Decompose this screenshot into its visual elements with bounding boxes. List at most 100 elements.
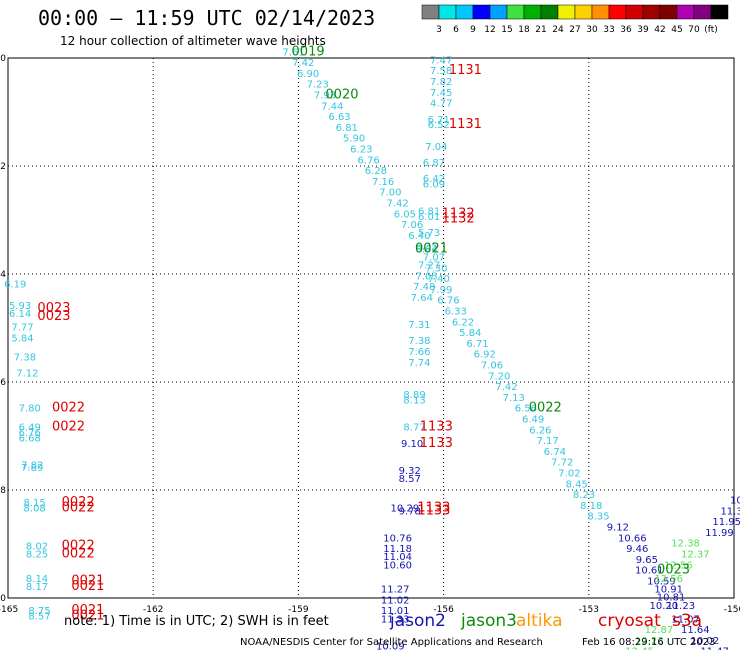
wave-height-label: 7.40	[428, 274, 450, 285]
wave-height-label: 8.15	[23, 498, 45, 509]
wave-height-label: 7.17	[537, 436, 559, 447]
wave-height-label: 6.14	[9, 309, 31, 320]
wave-height-label: 7.23	[307, 80, 329, 91]
wave-height-label: 10.91	[654, 585, 683, 596]
wave-height-label: 5.93	[9, 301, 31, 312]
wave-height-label: 7.20	[488, 371, 510, 382]
pass-time-label: 1133	[417, 503, 450, 518]
wave-height-label: 9.32	[399, 466, 421, 477]
wave-height-label: 9.12	[607, 523, 629, 534]
plot-border	[7, 57, 735, 599]
footnote: note: 1) Time is in UTC; 2) SWH is in fe…	[64, 614, 329, 629]
wave-height-label: 8.23	[573, 490, 595, 501]
pass-time-label: 0021	[71, 603, 104, 618]
wave-height-label: 6.68	[19, 433, 41, 444]
wave-height-label: 5.90	[343, 134, 365, 145]
colorbar-legend: 3 6 9 12 15 18 21 24 27 30 33 36 39 42 45 70 (ft)	[421, 4, 729, 35]
wave-height-label: 7.42	[386, 199, 408, 210]
wave-height-label: 11.02	[381, 595, 410, 606]
wave-height-label: 6.40	[408, 231, 430, 242]
pass-time-label: 0021	[415, 241, 448, 256]
wave-height-label: 7.64	[411, 293, 433, 304]
wave-height-label: 6.01	[418, 212, 440, 223]
wave-height-label: 10	[730, 496, 740, 507]
pass-time-label: 0022	[52, 401, 85, 416]
pass-time-label: 1132	[442, 206, 475, 221]
wave-height-label: 12.87	[645, 625, 674, 636]
wave-height-label: 11.3	[720, 506, 740, 517]
wave-height-label: 6.22	[452, 317, 474, 328]
wave-height-label: 7.48	[413, 282, 435, 293]
wave-height-label: 8.35	[587, 512, 609, 523]
colorbar-label: 15	[501, 25, 512, 35]
wave-height-label: 7.27	[418, 261, 440, 272]
wave-height-label: 8.18	[580, 501, 602, 512]
wave-height-label: 11.18	[383, 544, 412, 555]
wave-height-readings: 7.617.426.907.237.937.446.636.815.906.23…	[4, 47, 740, 650]
satellite-legend-jason2: jason2	[389, 611, 446, 631]
colorbar-swatch	[540, 4, 559, 20]
colorbar-swatch	[642, 4, 661, 20]
colorbar-swatch	[710, 4, 729, 20]
pass-time-label: 0022	[62, 495, 95, 510]
wave-height-label: 6.81	[336, 123, 358, 134]
satellite-legend-jason3: jason3	[460, 611, 517, 631]
wave-height-label: 11.95	[712, 517, 740, 528]
wave-height-label: 7.30	[425, 263, 447, 274]
pass-time-label: 0020	[325, 88, 358, 103]
satellite-legend-s3a: s3a	[672, 611, 702, 631]
wave-height-label: 10.20	[649, 601, 678, 612]
colorbar-label: 39	[637, 25, 649, 35]
wave-height-label: 10.60	[383, 560, 412, 571]
wave-height-label: 10.76	[383, 533, 412, 544]
wave-height-label: 8.25	[26, 550, 48, 561]
pass-time-labels: 0019002000210022002308141131113111321132…	[37, 44, 690, 650]
colorbar-swatch	[421, 4, 440, 20]
wave-height-label: 6.64	[416, 244, 438, 255]
wave-height-label: 6.76	[357, 155, 379, 166]
colorbar-swatch	[557, 4, 576, 20]
wave-height-label: 7.93	[314, 91, 336, 102]
wave-height-label: 6.33	[445, 307, 467, 318]
wave-height-label: 7.80	[19, 404, 41, 415]
wave-height-label: 6.71	[466, 339, 488, 350]
wave-height-label: 9.10	[401, 439, 423, 450]
wave-height-label: 6.74	[544, 447, 566, 458]
colorbar-label: 36	[620, 25, 632, 35]
wave-height-label: 8.17	[26, 582, 48, 593]
wave-height-label: 8.89	[403, 390, 425, 401]
wave-height-label: 6.76	[19, 428, 41, 439]
colorbar-swatch	[438, 4, 457, 20]
wave-height-label: 12.23	[635, 636, 664, 647]
colorbar-label: 9	[470, 25, 476, 35]
wave-height-label: 7.44	[321, 101, 343, 112]
colorbar-label: 45	[671, 25, 682, 35]
wave-height-label: 7.31	[408, 320, 430, 331]
satellite-legend: jason2 jason3 altika cryosat s3a	[389, 611, 702, 631]
colorbar-label: 30	[586, 25, 598, 35]
y-tick-label: -46	[0, 378, 6, 388]
wave-height-label: 8.02	[26, 541, 48, 552]
wave-height-label: 6.87	[423, 158, 445, 169]
x-tick-label: -165	[0, 605, 18, 615]
wave-height-label: 7.02	[558, 469, 580, 480]
pass-time-label: 0022	[52, 420, 85, 435]
wave-height-label: 8.75	[28, 606, 50, 617]
wave-height-label: 7.66	[408, 347, 430, 358]
x-tick-label: -156	[433, 605, 454, 615]
colorbar-swatch	[472, 4, 491, 20]
wave-height-label: 8.14	[26, 574, 48, 585]
pass-time-label: 0021	[71, 574, 104, 589]
wave-height-label: 11.23	[666, 601, 695, 612]
credit-line: NOAA/NESDIS Center for Satellite Applica…	[240, 637, 543, 648]
pass-time-label: 0022	[62, 501, 95, 516]
colorbar-swatch	[608, 4, 627, 20]
wave-height-label: 10.59	[647, 577, 676, 588]
wave-height-label: 12.38	[671, 539, 700, 550]
wave-height-label: 6.56	[515, 404, 537, 415]
wave-height-label: 6.26	[529, 425, 551, 436]
colorbar-label: 12	[484, 25, 495, 35]
wave-height-label: 6.35	[416, 242, 438, 253]
colorbar-label: 27	[569, 25, 580, 35]
wave-height-label: 6.09	[423, 180, 445, 191]
